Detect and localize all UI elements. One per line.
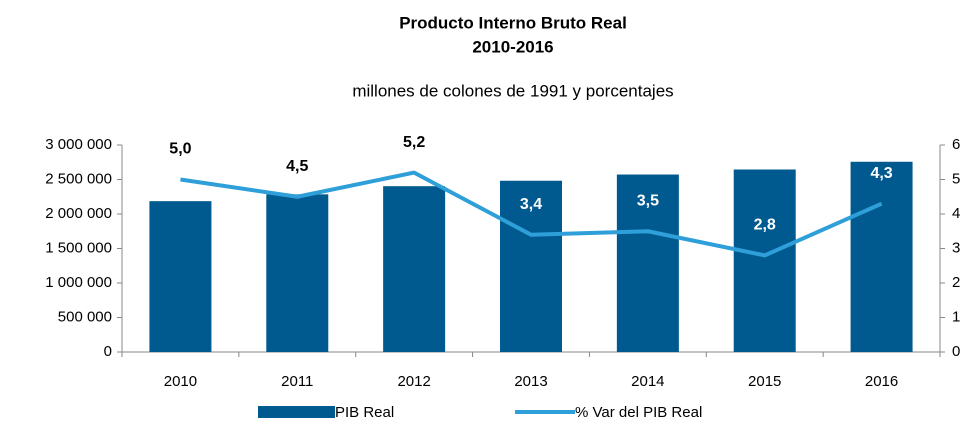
data-label: 4,5 (286, 158, 308, 175)
x-tick-label: 2011 (281, 373, 313, 390)
y-tick-label: 3 000 000 (45, 136, 112, 153)
bar (733, 169, 796, 352)
y-tick-label: 2 000 000 (45, 205, 112, 222)
data-label: 2,8 (754, 217, 776, 234)
bar (500, 180, 562, 352)
y2-tick-label: 0 (952, 343, 960, 360)
bar (850, 161, 913, 352)
y2-tick-label: 2 (952, 274, 960, 291)
chart-subtitle: 2010-2016 (472, 37, 553, 56)
bar (149, 201, 212, 352)
y-tick-label: 2 500 000 (45, 170, 112, 187)
x-tick-label: 2016 (865, 373, 898, 390)
chart-subtitle: millones de colones de 1991 y porcentaje… (352, 81, 673, 100)
y-tick-label: 1 500 000 (45, 239, 112, 256)
legend-label: PIB Real (335, 404, 394, 421)
y-tick-label: 0 (104, 343, 112, 360)
chart-title: Producto Interno Bruto Real (399, 13, 627, 32)
y2-tick-label: 4 (952, 205, 960, 222)
x-tick-label: 2013 (514, 373, 547, 390)
y2-tick-label: 3 (952, 239, 960, 256)
data-label: 4,3 (870, 165, 892, 182)
bar (266, 194, 329, 352)
data-label: 5,2 (403, 134, 425, 151)
data-label: 3,5 (637, 192, 659, 209)
x-tick-label: 2010 (164, 373, 197, 390)
x-tick-label: 2015 (748, 373, 781, 390)
y-tick-label: 1 000 000 (45, 274, 112, 291)
data-label: 3,4 (520, 196, 542, 213)
bar (616, 174, 679, 352)
data-label: 5,0 (169, 141, 191, 158)
y-tick-label: 500 000 (58, 308, 112, 325)
bar (383, 186, 446, 352)
x-tick-label: 2012 (397, 373, 430, 390)
line (180, 170, 883, 258)
y2-tick-label: 5 (952, 170, 960, 187)
x-tick-label: 2014 (631, 373, 664, 390)
y2-tick-label: 6 (952, 136, 960, 153)
y2-tick-label: 1 (952, 308, 960, 325)
legend-swatch (258, 406, 335, 418)
legend-label: % Var del PIB Real (575, 404, 702, 421)
